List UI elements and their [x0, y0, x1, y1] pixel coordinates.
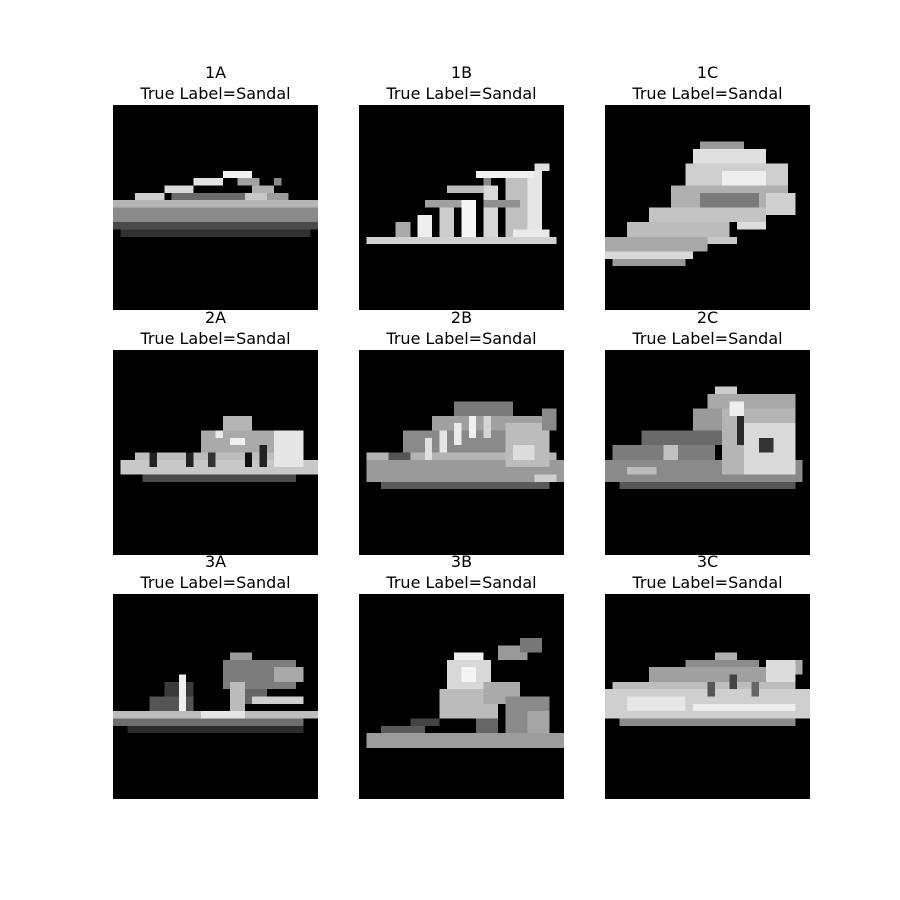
panel-id: 3B — [450, 552, 473, 571]
sandal-image-2A — [113, 350, 318, 555]
sandal-image — [605, 350, 810, 555]
panel-id: 2C — [696, 308, 719, 327]
panel-id: 2A — [204, 308, 227, 327]
panel-id: 2B — [450, 308, 473, 327]
sandal-image — [113, 350, 318, 555]
sandal-image-3C — [605, 594, 810, 799]
sandal-image-3B — [359, 594, 564, 799]
sandal-image-1C — [605, 105, 810, 310]
panel-id: 1B — [450, 63, 473, 82]
sandal-image-3A — [113, 594, 318, 799]
panel-id: 1A — [204, 63, 227, 82]
sandal-image — [605, 594, 810, 799]
panel-title: True Label=Sandal — [140, 84, 291, 103]
sandal-image-1A — [113, 105, 318, 310]
sandal-image-2C — [605, 350, 810, 555]
panel-title: True Label=Sandal — [386, 573, 537, 592]
sandal-image — [359, 105, 564, 310]
sandal-image — [359, 594, 564, 799]
panel-id: 1C — [696, 63, 719, 82]
sandal-image — [113, 594, 318, 799]
panel-title: True Label=Sandal — [386, 329, 537, 348]
panel-id: 3C — [696, 552, 719, 571]
panel-title: True Label=Sandal — [140, 329, 291, 348]
panel-title: True Label=Sandal — [632, 573, 783, 592]
panel-title: True Label=Sandal — [632, 84, 783, 103]
sandal-image — [605, 105, 810, 310]
sandal-image — [113, 105, 318, 310]
sandal-image-2B — [359, 350, 564, 555]
panel-title: True Label=Sandal — [140, 573, 291, 592]
sandal-image-1B — [359, 105, 564, 310]
panel-title: True Label=Sandal — [632, 329, 783, 348]
sandal-image — [359, 350, 564, 555]
panel-title: True Label=Sandal — [386, 84, 537, 103]
panel-id: 3A — [204, 552, 227, 571]
